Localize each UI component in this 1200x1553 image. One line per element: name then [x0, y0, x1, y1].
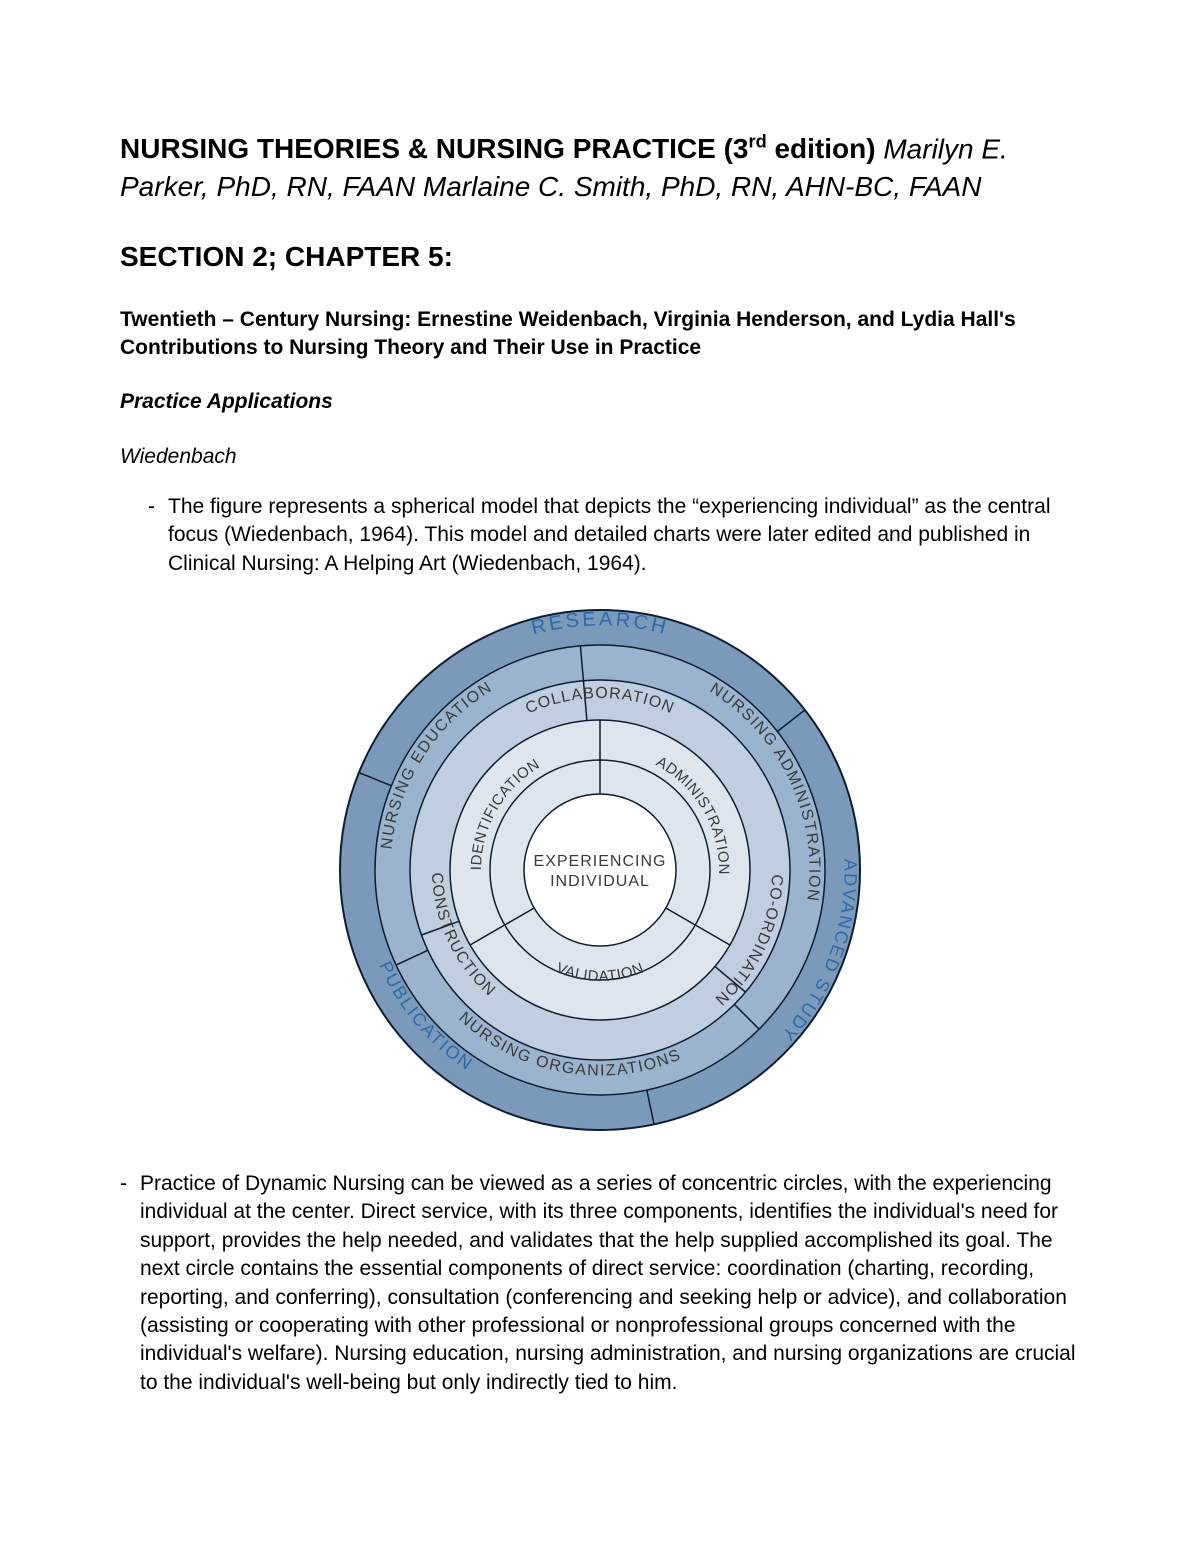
- section-heading: SECTION 2; CHAPTER 5:: [120, 238, 1080, 276]
- title-text-1: NURSING THEORIES & NURSING PRACTICE (3: [120, 133, 749, 164]
- svg-text:INDIVIDUAL: INDIVIDUAL: [550, 873, 650, 890]
- title-sup: rd: [749, 132, 767, 152]
- spherical-model-figure: RESEARCHADVANCED STUDYPUBLICATIONNURSING…: [120, 600, 1080, 1140]
- concentric-circle-diagram: RESEARCHADVANCED STUDYPUBLICATIONNURSING…: [330, 600, 870, 1140]
- bullet-text: The figure represents a spherical model …: [168, 493, 1080, 578]
- svg-text:EXPERIENCING: EXPERIENCING: [534, 853, 667, 870]
- practice-applications-heading: Practice Applications: [120, 388, 1080, 416]
- theorist-name: Wiedenbach: [120, 443, 1080, 471]
- chapter-subheading: Twentieth – Century Nursing: Ernestine W…: [120, 306, 1080, 363]
- bullet-item: - The figure represents a spherical mode…: [120, 493, 1080, 578]
- bullet-item: - Practice of Dynamic Nursing can be vie…: [92, 1170, 1080, 1397]
- bullet-dash: -: [120, 493, 168, 578]
- page-title: NURSING THEORIES & NURSING PRACTICE (3rd…: [120, 130, 1080, 206]
- title-text-2: edition): [767, 133, 884, 164]
- bullet-text: Practice of Dynamic Nursing can be viewe…: [140, 1170, 1080, 1397]
- bullet-dash: -: [92, 1170, 140, 1397]
